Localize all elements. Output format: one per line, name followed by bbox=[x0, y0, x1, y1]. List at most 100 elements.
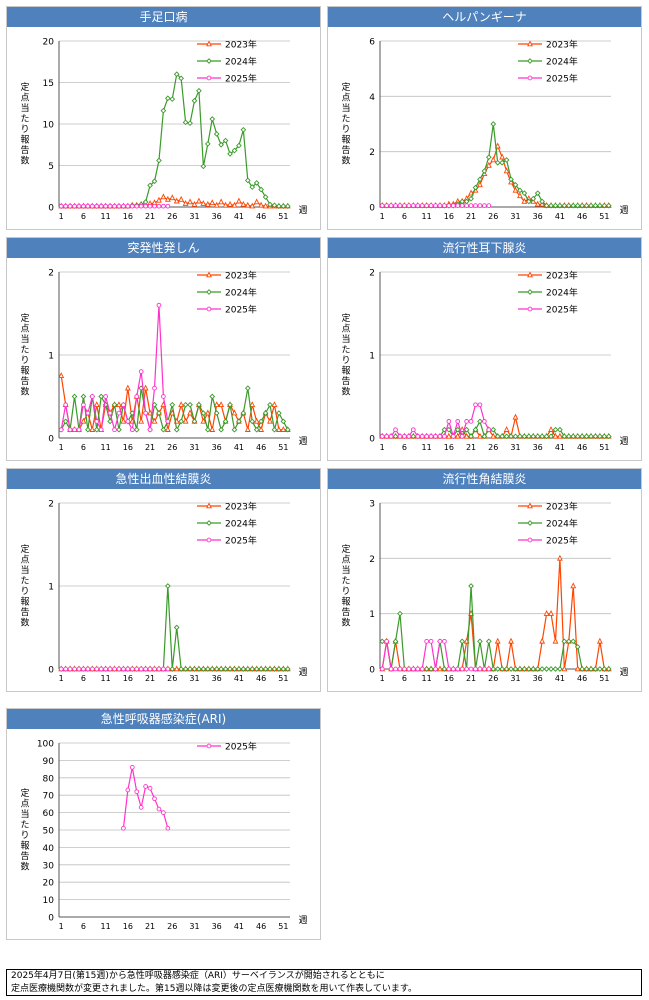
data-point bbox=[477, 432, 483, 439]
x-tick-label: 1 bbox=[380, 674, 385, 683]
data-point bbox=[182, 417, 189, 424]
data-point bbox=[80, 393, 87, 400]
data-point bbox=[222, 666, 229, 672]
data-point bbox=[543, 610, 550, 616]
data-point bbox=[98, 203, 104, 209]
x-tick-label: 46 bbox=[577, 212, 587, 221]
data-point bbox=[267, 201, 273, 208]
y-tick-label: 4 bbox=[369, 93, 375, 103]
data-point bbox=[588, 666, 594, 672]
data-point bbox=[143, 666, 148, 672]
data-point bbox=[165, 419, 171, 424]
x-axis-label: 週 bbox=[619, 205, 628, 216]
data-point bbox=[276, 410, 282, 416]
data-point bbox=[508, 176, 514, 183]
data-point bbox=[486, 666, 492, 672]
data-point bbox=[410, 427, 416, 433]
data-point bbox=[512, 182, 519, 188]
data-point bbox=[94, 419, 100, 424]
data-point bbox=[517, 187, 523, 194]
data-point bbox=[103, 666, 108, 672]
data-point bbox=[262, 666, 269, 672]
series-line bbox=[122, 767, 169, 829]
x-tick-label: 26 bbox=[488, 443, 498, 452]
data-point bbox=[249, 184, 256, 190]
data-point bbox=[235, 197, 242, 204]
data-point bbox=[169, 194, 176, 201]
x-tick-label: 11 bbox=[101, 443, 111, 452]
data-point bbox=[477, 203, 483, 208]
data-point bbox=[240, 126, 247, 133]
data-point bbox=[437, 203, 443, 208]
data-point bbox=[561, 433, 568, 440]
data-point bbox=[433, 203, 438, 208]
data-point bbox=[249, 401, 256, 408]
data-point bbox=[222, 418, 229, 425]
data-point bbox=[187, 198, 193, 205]
legend-label: 2025年 bbox=[546, 73, 578, 85]
y-tick-label: 0 bbox=[48, 204, 54, 214]
data-point bbox=[142, 384, 149, 391]
y-tick-label: 0 bbox=[48, 914, 54, 924]
x-tick-label: 46 bbox=[577, 443, 587, 452]
data-point bbox=[521, 190, 528, 197]
data-point bbox=[428, 433, 434, 439]
data-point bbox=[557, 202, 563, 209]
data-point bbox=[499, 666, 505, 672]
data-point bbox=[490, 666, 497, 672]
data-point bbox=[424, 203, 429, 208]
panel-hfmd: 手足口病 0 5 10 15 20 1 6 11 16 21 26 31 36 41 46 51 週定点当たり報… bbox=[6, 6, 321, 230]
data-point bbox=[517, 192, 523, 199]
x-tick-label: 26 bbox=[488, 212, 498, 221]
data-point bbox=[552, 666, 559, 672]
x-axis-label: 週 bbox=[298, 667, 307, 678]
data-point bbox=[231, 426, 238, 433]
data-point bbox=[94, 666, 100, 672]
data-point bbox=[419, 203, 425, 208]
data-point bbox=[477, 402, 483, 408]
data-point bbox=[384, 638, 390, 644]
data-point bbox=[138, 203, 144, 209]
data-point bbox=[152, 796, 157, 802]
legend-label: 2024年 bbox=[225, 56, 257, 68]
legend-label: 2024年 bbox=[225, 287, 257, 299]
y-tick-label: 0 bbox=[369, 666, 375, 676]
data-point bbox=[534, 190, 541, 197]
data-point bbox=[81, 666, 86, 672]
data-point bbox=[89, 203, 95, 209]
data-point bbox=[454, 426, 461, 433]
data-point bbox=[107, 410, 113, 416]
data-point bbox=[93, 426, 100, 433]
data-point bbox=[397, 433, 403, 439]
data-point bbox=[415, 433, 421, 439]
data-point bbox=[107, 666, 113, 672]
y-axis-label: 定点当たり報告数 bbox=[20, 312, 29, 398]
x-tick-label: 41 bbox=[555, 443, 565, 452]
data-point bbox=[125, 787, 131, 793]
data-point bbox=[468, 433, 474, 440]
data-point bbox=[455, 419, 461, 424]
data-point bbox=[557, 426, 563, 433]
data-point bbox=[275, 426, 282, 432]
data-point bbox=[464, 666, 469, 672]
x-tick-label: 41 bbox=[555, 212, 565, 221]
data-point bbox=[63, 402, 69, 408]
y-tick-label: 0 bbox=[369, 435, 375, 445]
data-point bbox=[161, 203, 166, 209]
x-tick-label: 46 bbox=[256, 674, 266, 683]
data-point bbox=[231, 666, 238, 672]
y-tick-label: 1 bbox=[48, 583, 54, 593]
data-point bbox=[240, 200, 247, 207]
y-tick-label: 100 bbox=[37, 740, 54, 750]
data-point bbox=[236, 666, 242, 672]
y-tick-label: 90 bbox=[43, 757, 55, 767]
data-point bbox=[67, 203, 73, 209]
x-tick-label: 11 bbox=[101, 674, 111, 683]
data-point bbox=[206, 743, 212, 749]
data-point bbox=[173, 665, 180, 672]
data-point bbox=[527, 40, 533, 47]
data-point bbox=[253, 666, 260, 672]
y-tick-label: 20 bbox=[43, 38, 55, 48]
data-point bbox=[67, 666, 73, 672]
